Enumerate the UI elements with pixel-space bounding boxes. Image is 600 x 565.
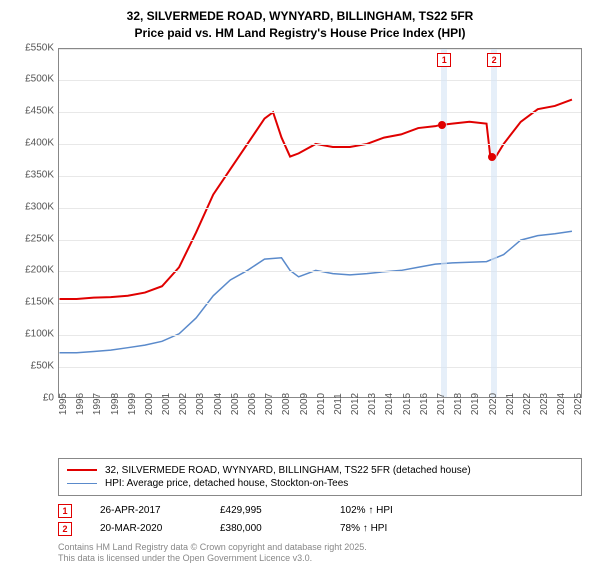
sale-marker-icon: 1 xyxy=(58,504,72,518)
legend-label: HPI: Average price, detached house, Stoc… xyxy=(105,478,348,489)
line-svg xyxy=(59,49,581,397)
x-axis-label: 1998 xyxy=(110,392,121,414)
x-axis-label: 2010 xyxy=(316,392,327,414)
x-axis-label: 2011 xyxy=(333,393,344,415)
sale-point-icon xyxy=(488,153,496,161)
title-line-1: 32, SILVERMEDE ROAD, WYNYARD, BILLINGHAM… xyxy=(12,8,588,25)
band-marker-icon: 1 xyxy=(437,53,451,67)
highlight-band xyxy=(491,49,497,397)
x-axis-label: 2001 xyxy=(161,392,172,414)
x-axis-label: 2016 xyxy=(419,392,430,414)
sale-hpi: 102% ↑ HPI xyxy=(340,505,460,516)
x-axis-label: 1995 xyxy=(58,392,69,414)
band-marker-icon: 2 xyxy=(487,53,501,67)
x-axis-label: 2006 xyxy=(247,392,258,414)
plot-area: 12 xyxy=(58,48,582,398)
sale-row: 1 26-APR-2017 £429,995 102% ↑ HPI xyxy=(58,504,582,518)
y-axis-label: £50K xyxy=(12,360,54,371)
legend: 32, SILVERMEDE ROAD, WYNYARD, BILLINGHAM… xyxy=(58,458,582,496)
x-axis-label: 2005 xyxy=(230,392,241,414)
legend-swatch xyxy=(67,483,97,484)
footer-line-2: This data is licensed under the Open Gov… xyxy=(58,553,588,565)
x-axis-label: 2015 xyxy=(402,392,413,414)
legend-swatch xyxy=(67,469,97,471)
x-axis-label: 2007 xyxy=(264,392,275,414)
sale-date: 20-MAR-2020 xyxy=(100,523,220,534)
sale-hpi: 78% ↑ HPI xyxy=(340,523,460,534)
y-axis-label: £550K xyxy=(12,42,54,53)
sale-date: 26-APR-2017 xyxy=(100,505,220,516)
y-axis-label: £250K xyxy=(12,233,54,244)
y-axis-label: £0 xyxy=(12,392,54,403)
sale-marker-icon: 2 xyxy=(58,522,72,536)
x-axis-label: 2000 xyxy=(144,392,155,414)
x-axis-label: 2009 xyxy=(299,392,310,414)
chart-title: 32, SILVERMEDE ROAD, WYNYARD, BILLINGHAM… xyxy=(12,8,588,42)
sale-price: £380,000 xyxy=(220,523,340,534)
footer-line-1: Contains HM Land Registry data © Crown c… xyxy=(58,542,588,554)
x-axis-label: 2022 xyxy=(522,392,533,414)
y-axis-label: £150K xyxy=(12,297,54,308)
x-axis-label: 2019 xyxy=(470,392,481,414)
x-axis-label: 2008 xyxy=(281,392,292,414)
y-axis-label: £100K xyxy=(12,328,54,339)
x-axis-label: 2014 xyxy=(384,392,395,414)
sale-price: £429,995 xyxy=(220,505,340,516)
sales-table: 1 26-APR-2017 £429,995 102% ↑ HPI 2 20-M… xyxy=(58,504,582,536)
x-axis-label: 2003 xyxy=(195,392,206,414)
sale-point-icon xyxy=(438,121,446,129)
y-axis-label: £300K xyxy=(12,201,54,212)
x-axis-label: 2004 xyxy=(213,392,224,414)
x-axis-label: 2020 xyxy=(488,392,499,414)
x-axis-label: 2024 xyxy=(556,392,567,414)
x-axis-label: 2002 xyxy=(178,392,189,414)
x-axis-label: 1999 xyxy=(127,392,138,414)
legend-item: HPI: Average price, detached house, Stoc… xyxy=(67,478,573,489)
title-line-2: Price paid vs. HM Land Registry's House … xyxy=(12,25,588,42)
y-axis-label: £350K xyxy=(12,169,54,180)
legend-label: 32, SILVERMEDE ROAD, WYNYARD, BILLINGHAM… xyxy=(105,465,471,476)
x-axis-label: 2021 xyxy=(505,392,516,414)
footer-attribution: Contains HM Land Registry data © Crown c… xyxy=(58,542,588,565)
y-axis-label: £450K xyxy=(12,106,54,117)
x-axis-label: 2013 xyxy=(367,392,378,414)
legend-item: 32, SILVERMEDE ROAD, WYNYARD, BILLINGHAM… xyxy=(67,465,573,476)
x-axis-label: 1997 xyxy=(92,392,103,414)
x-axis-label: 2025 xyxy=(573,392,584,414)
x-axis-label: 2023 xyxy=(539,392,550,414)
x-axis-label: 1996 xyxy=(75,392,86,414)
y-axis-label: £200K xyxy=(12,265,54,276)
chart-container: 32, SILVERMEDE ROAD, WYNYARD, BILLINGHAM… xyxy=(0,0,600,560)
sale-row: 2 20-MAR-2020 £380,000 78% ↑ HPI xyxy=(58,522,582,536)
y-axis-label: £500K xyxy=(12,74,54,85)
y-axis-label: £400K xyxy=(12,138,54,149)
x-axis-label: 2018 xyxy=(453,392,464,414)
x-axis-label: 2017 xyxy=(436,392,447,414)
x-axis-label: 2012 xyxy=(350,392,361,414)
highlight-band xyxy=(441,49,447,397)
chart-area: 12 £0£50K£100K£150K£200K£250K£300K£350K£… xyxy=(12,48,588,428)
